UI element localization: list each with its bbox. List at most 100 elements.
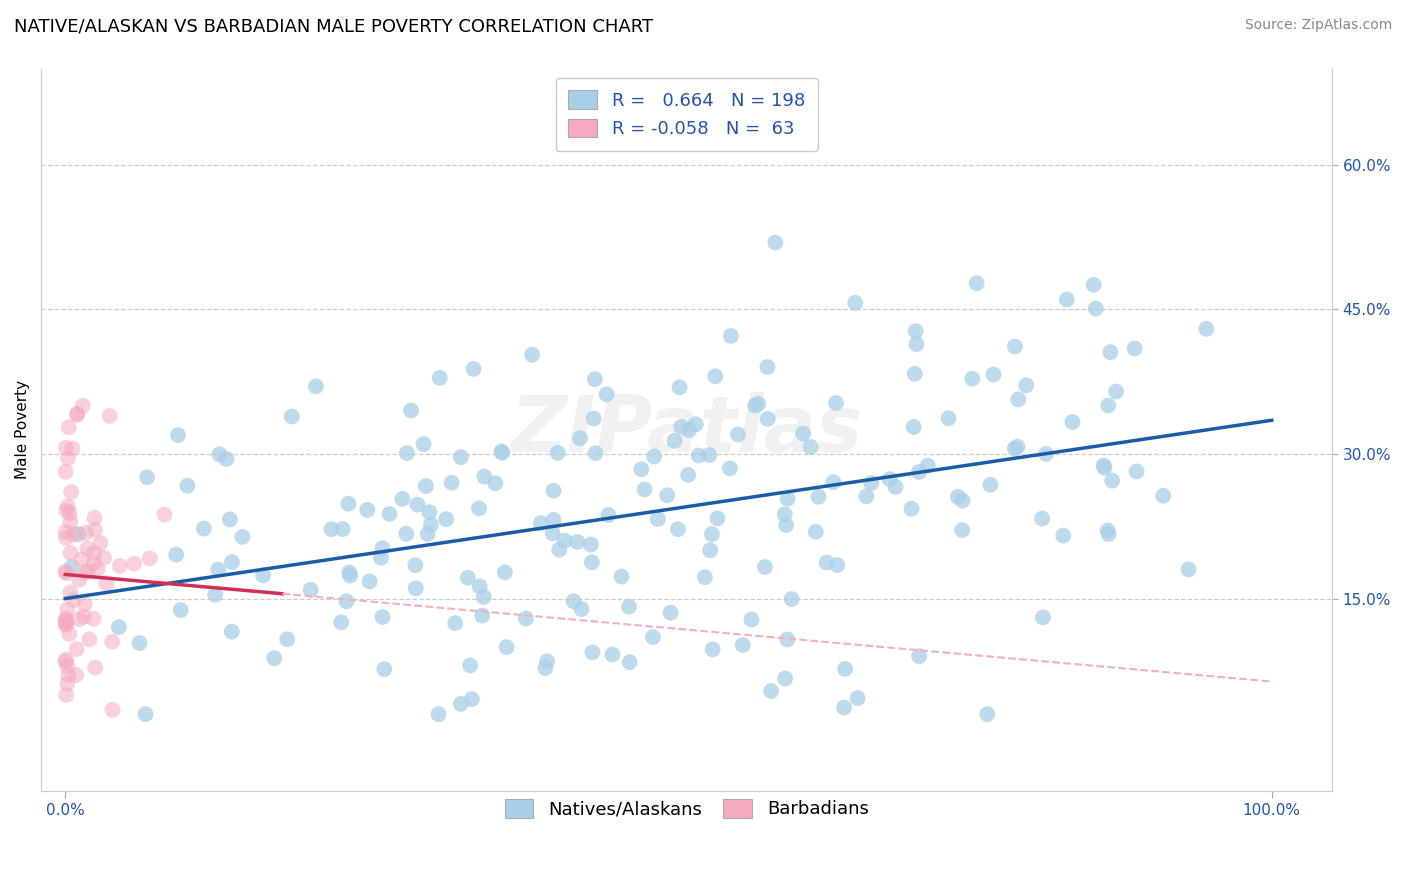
Point bbox=[1007, 392, 1029, 407]
Point bbox=[276, 632, 298, 647]
Point bbox=[671, 419, 693, 434]
Point bbox=[457, 571, 479, 585]
Point bbox=[938, 411, 960, 425]
Point bbox=[595, 387, 617, 401]
Point bbox=[804, 524, 827, 539]
Point bbox=[429, 371, 451, 385]
Point bbox=[1062, 415, 1084, 429]
Point bbox=[688, 449, 710, 463]
Point bbox=[153, 508, 176, 522]
Text: ZIPatlas: ZIPatlas bbox=[510, 392, 863, 468]
Point bbox=[567, 535, 589, 549]
Point bbox=[419, 517, 441, 532]
Point bbox=[55, 688, 77, 702]
Point bbox=[643, 450, 665, 464]
Point bbox=[633, 483, 655, 497]
Point bbox=[569, 431, 592, 445]
Point bbox=[491, 446, 513, 460]
Point bbox=[167, 428, 190, 442]
Point bbox=[1004, 442, 1026, 456]
Point bbox=[704, 369, 727, 384]
Point bbox=[908, 649, 931, 664]
Point bbox=[76, 564, 98, 578]
Point bbox=[73, 597, 96, 611]
Point bbox=[962, 372, 984, 386]
Point bbox=[215, 451, 238, 466]
Point bbox=[373, 662, 395, 676]
Point bbox=[815, 556, 838, 570]
Point bbox=[952, 493, 974, 508]
Point bbox=[56, 451, 79, 466]
Point bbox=[554, 533, 576, 548]
Point bbox=[75, 525, 97, 540]
Point bbox=[581, 556, 603, 570]
Point bbox=[834, 662, 856, 676]
Point bbox=[55, 612, 77, 626]
Point bbox=[62, 593, 84, 607]
Point bbox=[405, 582, 427, 596]
Point bbox=[706, 511, 728, 525]
Point bbox=[101, 634, 124, 648]
Point bbox=[59, 546, 82, 560]
Point bbox=[780, 592, 803, 607]
Point bbox=[58, 668, 80, 682]
Point bbox=[699, 448, 721, 462]
Point bbox=[472, 590, 495, 604]
Point bbox=[1083, 277, 1105, 292]
Point bbox=[491, 444, 513, 458]
Point bbox=[56, 500, 79, 514]
Point bbox=[404, 558, 426, 573]
Point bbox=[776, 632, 799, 647]
Point bbox=[321, 522, 343, 536]
Point bbox=[391, 491, 413, 506]
Point bbox=[740, 613, 762, 627]
Point bbox=[412, 437, 434, 451]
Point bbox=[731, 638, 754, 652]
Point bbox=[1056, 293, 1078, 307]
Point bbox=[1123, 342, 1146, 356]
Point bbox=[855, 489, 877, 503]
Point bbox=[583, 372, 606, 386]
Point bbox=[904, 367, 927, 381]
Point bbox=[775, 518, 797, 533]
Point bbox=[463, 362, 485, 376]
Point bbox=[1004, 339, 1026, 353]
Point bbox=[582, 411, 605, 425]
Point bbox=[101, 703, 124, 717]
Point bbox=[905, 337, 928, 351]
Point bbox=[55, 441, 77, 455]
Point bbox=[1032, 610, 1054, 624]
Point bbox=[1097, 524, 1119, 538]
Point bbox=[1007, 440, 1029, 454]
Point bbox=[55, 566, 77, 581]
Point bbox=[825, 396, 848, 410]
Point bbox=[84, 660, 107, 674]
Point bbox=[252, 568, 274, 582]
Point bbox=[299, 582, 322, 597]
Point bbox=[776, 491, 799, 506]
Point bbox=[56, 602, 79, 616]
Point bbox=[495, 640, 517, 654]
Point bbox=[128, 636, 150, 650]
Point bbox=[66, 407, 89, 421]
Point bbox=[305, 379, 328, 393]
Point bbox=[55, 617, 77, 632]
Point bbox=[62, 527, 84, 541]
Point bbox=[98, 409, 121, 423]
Point bbox=[67, 612, 90, 626]
Point bbox=[399, 403, 422, 417]
Point bbox=[339, 568, 361, 582]
Text: NATIVE/ALASKAN VS BARBADIAN MALE POVERTY CORRELATION CHART: NATIVE/ALASKAN VS BARBADIAN MALE POVERTY… bbox=[14, 18, 654, 36]
Point bbox=[904, 324, 927, 338]
Point bbox=[1152, 489, 1174, 503]
Point bbox=[83, 511, 105, 525]
Point bbox=[534, 661, 557, 675]
Point bbox=[548, 542, 571, 557]
Point bbox=[763, 235, 786, 250]
Point bbox=[444, 616, 467, 631]
Point bbox=[53, 655, 76, 669]
Point bbox=[59, 515, 82, 529]
Point bbox=[579, 537, 602, 551]
Point bbox=[754, 560, 776, 574]
Point bbox=[193, 522, 215, 536]
